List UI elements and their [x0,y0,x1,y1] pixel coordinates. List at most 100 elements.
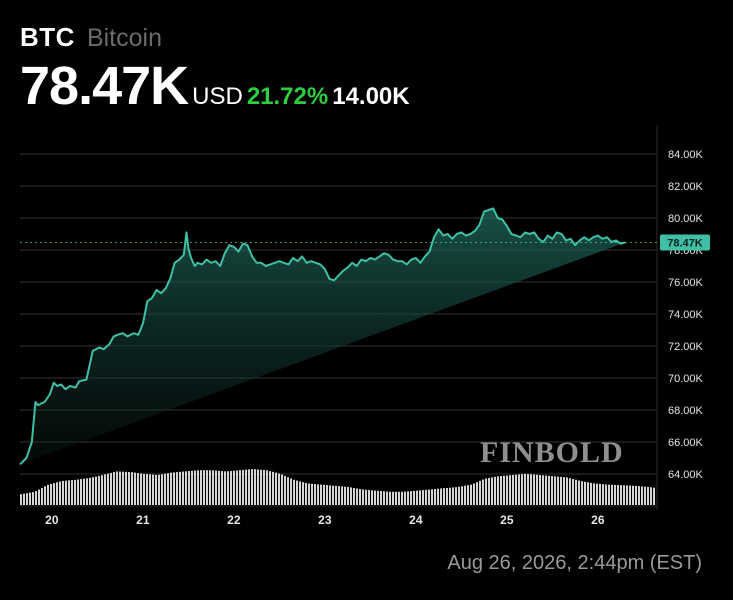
y-tick-label: 80.00K [668,213,704,225]
volume-bar [128,471,130,505]
volume-bar [476,482,478,505]
x-tick-label: 24 [409,513,423,527]
volume-bar [647,486,649,505]
volume-bar [173,472,175,505]
ticker-row: BTC Bitcoin [20,22,410,53]
volume-bar [227,471,229,505]
x-tick-label: 25 [500,513,514,527]
y-tick-label: 74.00K [668,309,704,321]
volume-bar [278,473,280,505]
volume-bar [131,472,133,505]
volume-bar [464,485,466,505]
volume-bar [218,470,220,505]
volume-bar [119,471,121,505]
volume-bar [365,489,367,505]
volume-bar [620,485,622,505]
volume-bar [170,472,172,505]
volume-bar [530,474,532,505]
volume-bar [74,479,76,505]
volume-bar [26,493,28,505]
volume-bar [47,484,49,505]
volume-bar [92,477,94,505]
current-price: 78.47K [20,56,189,116]
volume-bar [500,476,502,505]
volume-bar [164,473,166,505]
volume-bar [107,473,109,505]
volume-bar [242,469,244,505]
price-line [19,207,626,466]
finbold-watermark: FINBOLD [480,436,624,469]
volume-bar [80,479,82,505]
volume-bar [479,480,481,505]
volume-bar [461,486,463,505]
volume-bar [575,479,577,505]
volume-bar [401,491,403,505]
volume-bar [122,471,124,505]
volume-bar [296,480,298,505]
volume-bar [212,470,214,505]
volume-bar [305,482,307,505]
volume-bar [431,489,433,505]
volume-bar [356,488,358,505]
volume-bar [512,474,514,505]
volume-bar [491,477,493,505]
y-tick-label: 72.00K [668,341,704,353]
volume-bar [371,490,373,505]
volume-bar [245,469,247,505]
volume-bar [188,471,190,505]
volume-bar [314,484,316,505]
volume-bar [485,478,487,505]
volume-bar [203,470,205,505]
volume-bar [206,470,208,505]
volume-bar [125,471,127,505]
volume-bar [197,470,199,505]
volume-bar [581,481,583,505]
y-tick-label: 84.00K [668,149,704,161]
volume-bar [29,492,31,505]
volume-bar [83,478,85,505]
volume-bar [143,473,145,505]
volume-bar [317,484,319,505]
volume-bar [488,477,490,505]
volume-bar [608,484,610,505]
volume-bar [617,485,619,505]
y-tick-label: 64.00K [668,469,704,481]
volume-bar [407,491,409,505]
price-area [19,207,626,466]
volume-bar [458,486,460,505]
volume-bar [416,490,418,505]
volume-bar [425,489,427,505]
volume-bar [497,476,499,505]
volume-bar [290,478,292,505]
volume-bar [593,483,595,505]
volume-bar [200,470,202,505]
volume-bar [653,487,655,505]
volume-bar [152,474,154,505]
volume-bar [587,482,589,505]
volume-bar [428,489,430,505]
volume-bar [248,469,250,505]
volume-bar [419,490,421,505]
volume-bar [50,483,52,505]
volume-bar [86,478,88,505]
volume-bar [209,470,211,505]
volume-bar [65,480,67,505]
volume-bar [446,487,448,505]
volume-bar [260,469,262,505]
volume-bar [95,476,97,505]
x-tick-label: 21 [136,513,150,527]
volume-bar [629,485,631,505]
volume-bar [470,484,472,505]
volume-bar [557,476,559,505]
volume-bar [632,485,634,505]
volume-bar [62,480,64,505]
volume-bar [527,473,529,505]
volume-bar [347,486,349,505]
volume-bar [386,491,388,505]
volume-bar [377,490,379,505]
volume-bar [56,482,58,505]
volume-bar [374,490,376,505]
volume-bar [155,474,157,505]
volume-bar [269,471,271,505]
volume-bar [380,491,382,505]
